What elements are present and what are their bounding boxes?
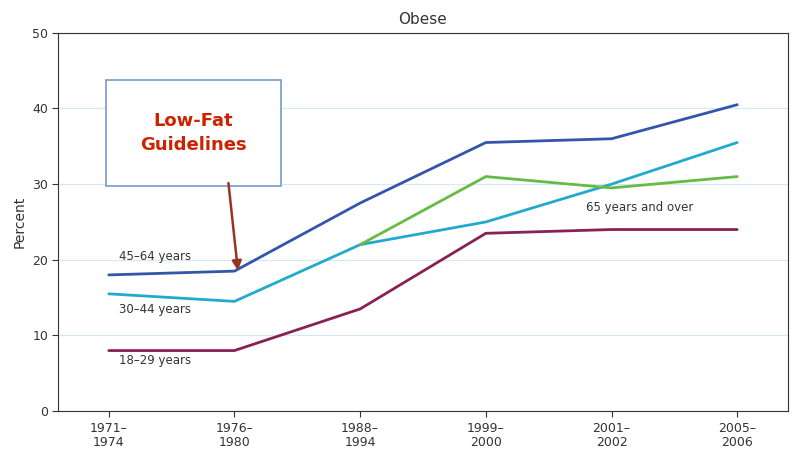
Y-axis label: Percent: Percent [13, 196, 26, 248]
Text: 18–29 years: 18–29 years [119, 354, 191, 367]
Text: 30–44 years: 30–44 years [119, 303, 191, 316]
FancyBboxPatch shape [106, 80, 281, 186]
Text: 65 years and over: 65 years and over [586, 201, 694, 213]
Text: Low-Fat
Guidelines: Low-Fat Guidelines [140, 112, 246, 154]
Text: 45–64 years: 45–64 years [119, 250, 191, 263]
Title: Obese: Obese [398, 12, 447, 28]
